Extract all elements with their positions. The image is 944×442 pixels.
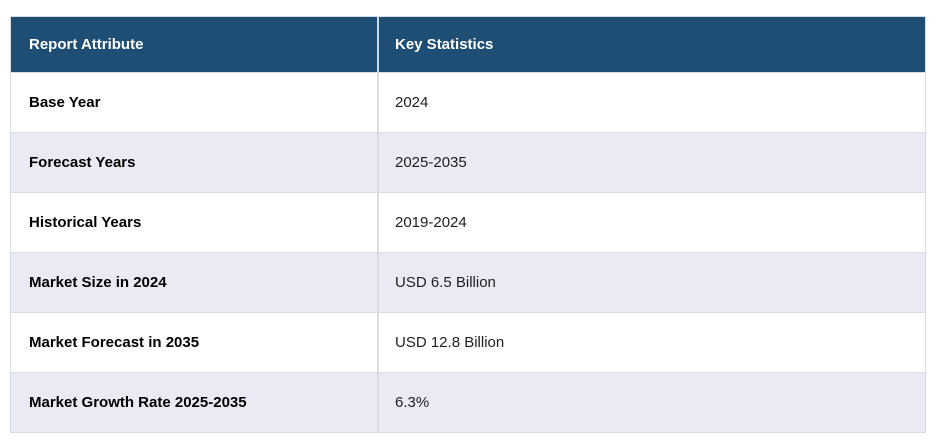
attribute-cell: Market Size in 2024 <box>11 253 379 312</box>
value-cell: USD 6.5 Billion <box>395 273 496 291</box>
column-header-report-attribute: Report Attribute <box>11 17 379 72</box>
column-header-key-statistics: Key Statistics <box>395 35 494 53</box>
table-row-historical-years: Historical Years 2019-2024 <box>11 192 925 252</box>
table-row-market-growth-rate: Market Growth Rate 2025-2035 6.3% <box>11 372 925 432</box>
attribute-cell: Historical Years <box>11 193 379 252</box>
table-header-row: Report Attribute Key Statistics <box>11 17 925 72</box>
attribute-cell: Market Forecast in 2035 <box>11 313 379 372</box>
value-cell: 2019-2024 <box>395 213 467 231</box>
value-cell: USD 12.8 Billion <box>395 333 505 351</box>
value-cell: 2024 <box>395 93 429 111</box>
table-row-forecast-years: Forecast Years 2025-2035 <box>11 132 925 192</box>
table-row-market-forecast: Market Forecast in 2035 USD 12.8 Billion <box>11 312 925 372</box>
attribute-cell: Base Year <box>11 73 379 132</box>
value-cell: 6.3% <box>395 393 430 411</box>
report-summary-table: Report Attribute Key Statistics Base Yea… <box>10 16 926 433</box>
value-cell: 2025-2035 <box>395 153 467 171</box>
attribute-cell: Market Growth Rate 2025-2035 <box>11 373 379 432</box>
table-row-base-year: Base Year 2024 <box>11 72 925 132</box>
attribute-cell: Forecast Years <box>11 133 379 192</box>
table-row-market-size: Market Size in 2024 USD 6.5 Billion <box>11 252 925 312</box>
